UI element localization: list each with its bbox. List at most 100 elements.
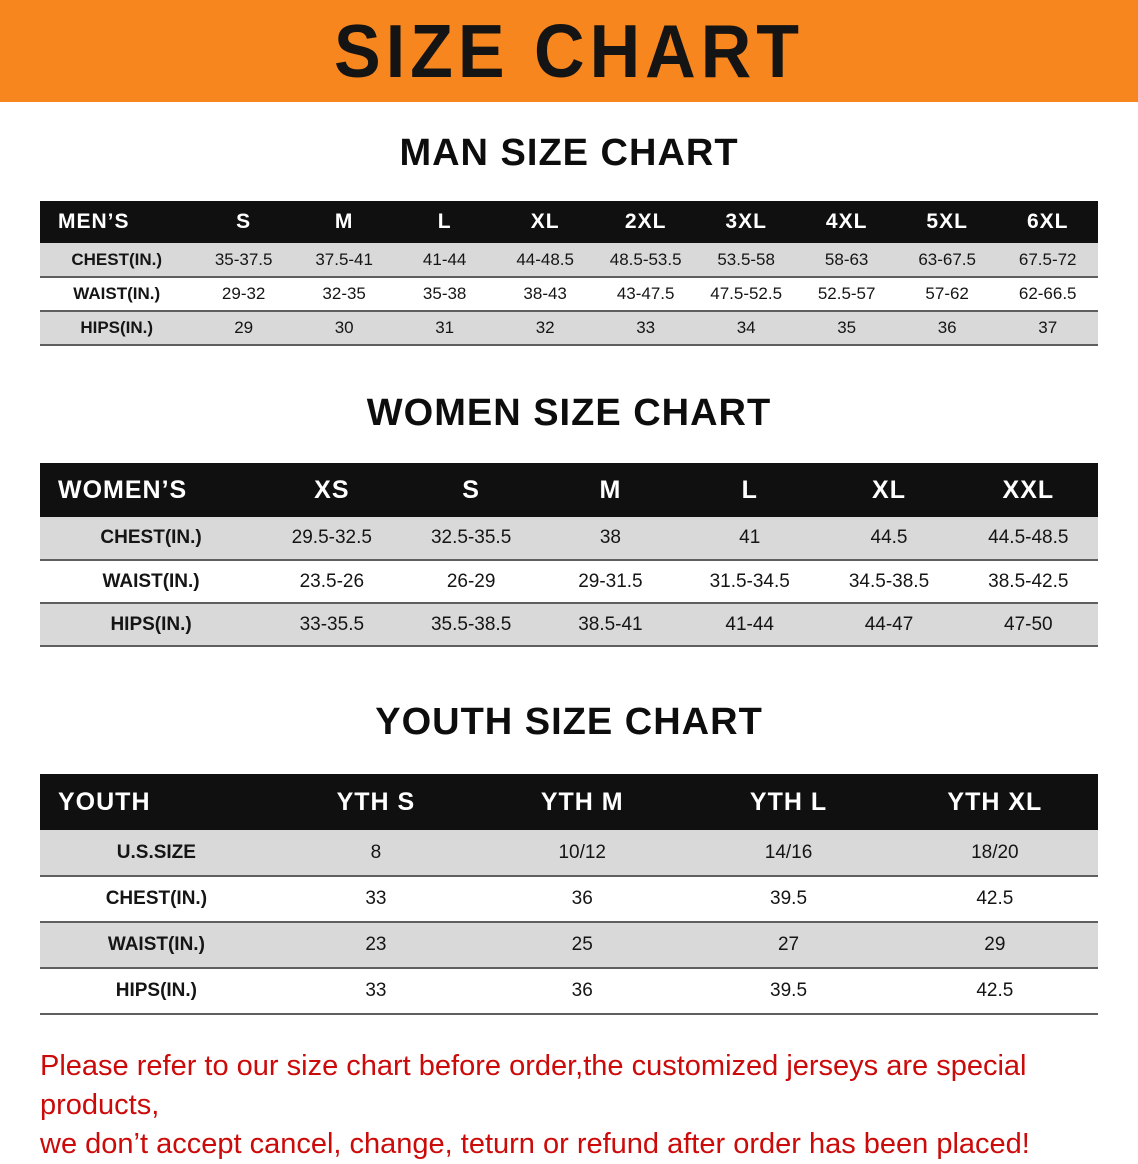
measurement-label: U.S.SIZE <box>40 830 273 877</box>
size-column-header: XXL <box>958 463 1098 517</box>
size-value-cell: 52.5-57 <box>796 277 897 312</box>
measurement-label: CHEST(IN.) <box>40 517 263 561</box>
size-value-cell: 67.5-72 <box>997 243 1098 278</box>
size-column-header: YTH S <box>272 774 480 830</box>
men-size-section: MAN SIZE CHART MEN’S S M L XL 2XL 3XL 4XL 5XL 6XL… <box>0 132 1138 346</box>
measurement-label: HIPS(IN.) <box>40 968 273 1015</box>
size-value-cell: 38.5-41 <box>540 603 681 647</box>
size-value-cell: 44-47 <box>819 603 959 647</box>
size-value-cell: 33 <box>272 876 480 923</box>
size-value-cell: 44.5 <box>819 517 959 561</box>
table-row: HIPS(IN.) 33 36 39.5 42.5 <box>40 968 1098 1015</box>
table-title-cell: YOUTH <box>40 774 273 830</box>
size-value-cell: 33 <box>595 311 696 346</box>
size-value-cell: 29 <box>891 922 1098 969</box>
size-value-cell: 38.5-42.5 <box>958 560 1098 604</box>
size-value-cell: 10/12 <box>479 830 686 877</box>
table-row: U.S.SIZE 8 10/12 14/16 18/20 <box>40 830 1098 877</box>
size-value-cell: 58-63 <box>796 243 897 278</box>
size-value-cell: 14/16 <box>685 830 892 877</box>
size-value-cell: 26-29 <box>401 560 541 604</box>
size-value-cell: 36 <box>479 876 686 923</box>
size-column-header: YTH L <box>685 774 892 830</box>
size-value-cell: 25 <box>479 922 686 969</box>
size-value-cell: 33 <box>272 968 480 1015</box>
size-column-header: XL <box>819 463 959 517</box>
table-row: CHEST(IN.) 35-37.5 37.5-41 41-44 44-48.5 48.5… <box>40 243 1098 278</box>
women-section-heading: WOMEN SIZE CHART <box>366 392 772 434</box>
measurement-label: CHEST(IN.) <box>40 876 273 923</box>
size-value-cell: 32 <box>494 311 596 346</box>
size-value-cell: 48.5-53.5 <box>595 243 696 278</box>
size-value-cell: 41-44 <box>680 603 820 647</box>
size-value-cell: 44-48.5 <box>494 243 596 278</box>
size-value-cell: 42.5 <box>891 876 1098 923</box>
size-value-cell: 35 <box>796 311 897 346</box>
size-column-header: XS <box>262 463 402 517</box>
size-value-cell: 32.5-35.5 <box>401 517 541 561</box>
size-value-cell: 32-35 <box>293 277 395 312</box>
youth-section-heading: YOUTH SIZE CHART <box>375 701 763 743</box>
size-column-header: S <box>193 201 294 243</box>
size-value-cell: 43-47.5 <box>595 277 696 312</box>
men-section-heading: MAN SIZE CHART <box>399 132 739 174</box>
size-column-header: 5XL <box>896 201 998 243</box>
size-value-cell: 57-62 <box>896 277 998 312</box>
men-size-table: MEN’S S M L XL 2XL 3XL 4XL 5XL 6XL CHEST(IN.) 35-37… <box>40 201 1098 346</box>
size-value-cell: 35-38 <box>394 277 495 312</box>
size-column-header: XL <box>494 201 596 243</box>
size-value-cell: 34 <box>695 311 797 346</box>
size-value-cell: 37.5-41 <box>293 243 395 278</box>
size-value-cell: 23.5-26 <box>262 560 402 604</box>
size-column-header: YTH XL <box>891 774 1098 830</box>
size-value-cell: 29-31.5 <box>540 560 681 604</box>
size-column-header: 4XL <box>796 201 897 243</box>
size-value-cell: 39.5 <box>685 968 892 1015</box>
size-value-cell: 47.5-52.5 <box>695 277 797 312</box>
size-column-header: 2XL <box>595 201 696 243</box>
size-value-cell: 63-67.5 <box>896 243 998 278</box>
measurement-label: HIPS(IN.) <box>40 603 263 647</box>
table-row: CHEST(IN.) 29.5-32.5 32.5-35.5 38 41 44.5 44.5… <box>40 517 1098 561</box>
size-value-cell: 29.5-32.5 <box>262 517 402 561</box>
size-value-cell: 23 <box>272 922 480 969</box>
size-value-cell: 34.5-38.5 <box>819 560 959 604</box>
size-value-cell: 30 <box>293 311 395 346</box>
size-value-cell: 47-50 <box>958 603 1098 647</box>
size-value-cell: 36 <box>896 311 998 346</box>
size-value-cell: 29 <box>193 311 294 346</box>
size-value-cell: 44.5-48.5 <box>958 517 1098 561</box>
size-column-header: M <box>293 201 395 243</box>
measurement-label: WAIST(IN.) <box>40 277 194 312</box>
size-value-cell: 33-35.5 <box>262 603 402 647</box>
size-value-cell: 18/20 <box>891 830 1098 877</box>
size-value-cell: 31.5-34.5 <box>680 560 820 604</box>
size-column-header: M <box>540 463 681 517</box>
size-chart-banner: SIZE CHART <box>0 0 1138 102</box>
size-value-cell: 31 <box>394 311 495 346</box>
size-column-header: YTH M <box>479 774 686 830</box>
table-row: WAIST(IN.) 29-32 32-35 35-38 38-43 43-47.5 47.… <box>40 277 1098 312</box>
measurement-label: WAIST(IN.) <box>40 922 273 969</box>
youth-size-section: YOUTH SIZE CHART YOUTH YTH S YTH M YTH L YTH… <box>0 701 1138 1015</box>
measurement-label: CHEST(IN.) <box>40 243 194 278</box>
size-value-cell: 42.5 <box>891 968 1098 1015</box>
table-row: CHEST(IN.) 33 36 39.5 42.5 <box>40 876 1098 923</box>
table-row: WAIST(IN.) 23 25 27 29 <box>40 922 1098 969</box>
table-row: WAIST(IN.) 23.5-26 26-29 29-31.5 31.5-34.5 34… <box>40 560 1098 604</box>
youth-size-table: YOUTH YTH S YTH M YTH L YTH XL U.S.SIZE 8 10/12… <box>40 774 1098 1015</box>
size-value-cell: 36 <box>479 968 686 1015</box>
table-title-cell: WOMEN’S <box>40 463 263 517</box>
women-size-section: WOMEN SIZE CHART WOMEN’S XS S M L XL XXL CHEST(… <box>0 392 1138 647</box>
size-value-cell: 35.5-38.5 <box>401 603 541 647</box>
size-charts: MAN SIZE CHART MEN’S S M L XL 2XL 3XL 4XL 5XL 6XL… <box>0 132 1138 1164</box>
size-value-cell: 8 <box>272 830 480 877</box>
size-value-cell: 41-44 <box>394 243 495 278</box>
size-column-header: L <box>680 463 820 517</box>
size-column-header: 3XL <box>695 201 797 243</box>
size-value-cell: 41 <box>680 517 820 561</box>
table-row: HIPS(IN.) 33-35.5 35.5-38.5 38.5-41 41-44 44-… <box>40 603 1098 647</box>
size-value-cell: 29-32 <box>193 277 294 312</box>
size-column-header: 6XL <box>997 201 1098 243</box>
measurement-label: WAIST(IN.) <box>40 560 263 604</box>
